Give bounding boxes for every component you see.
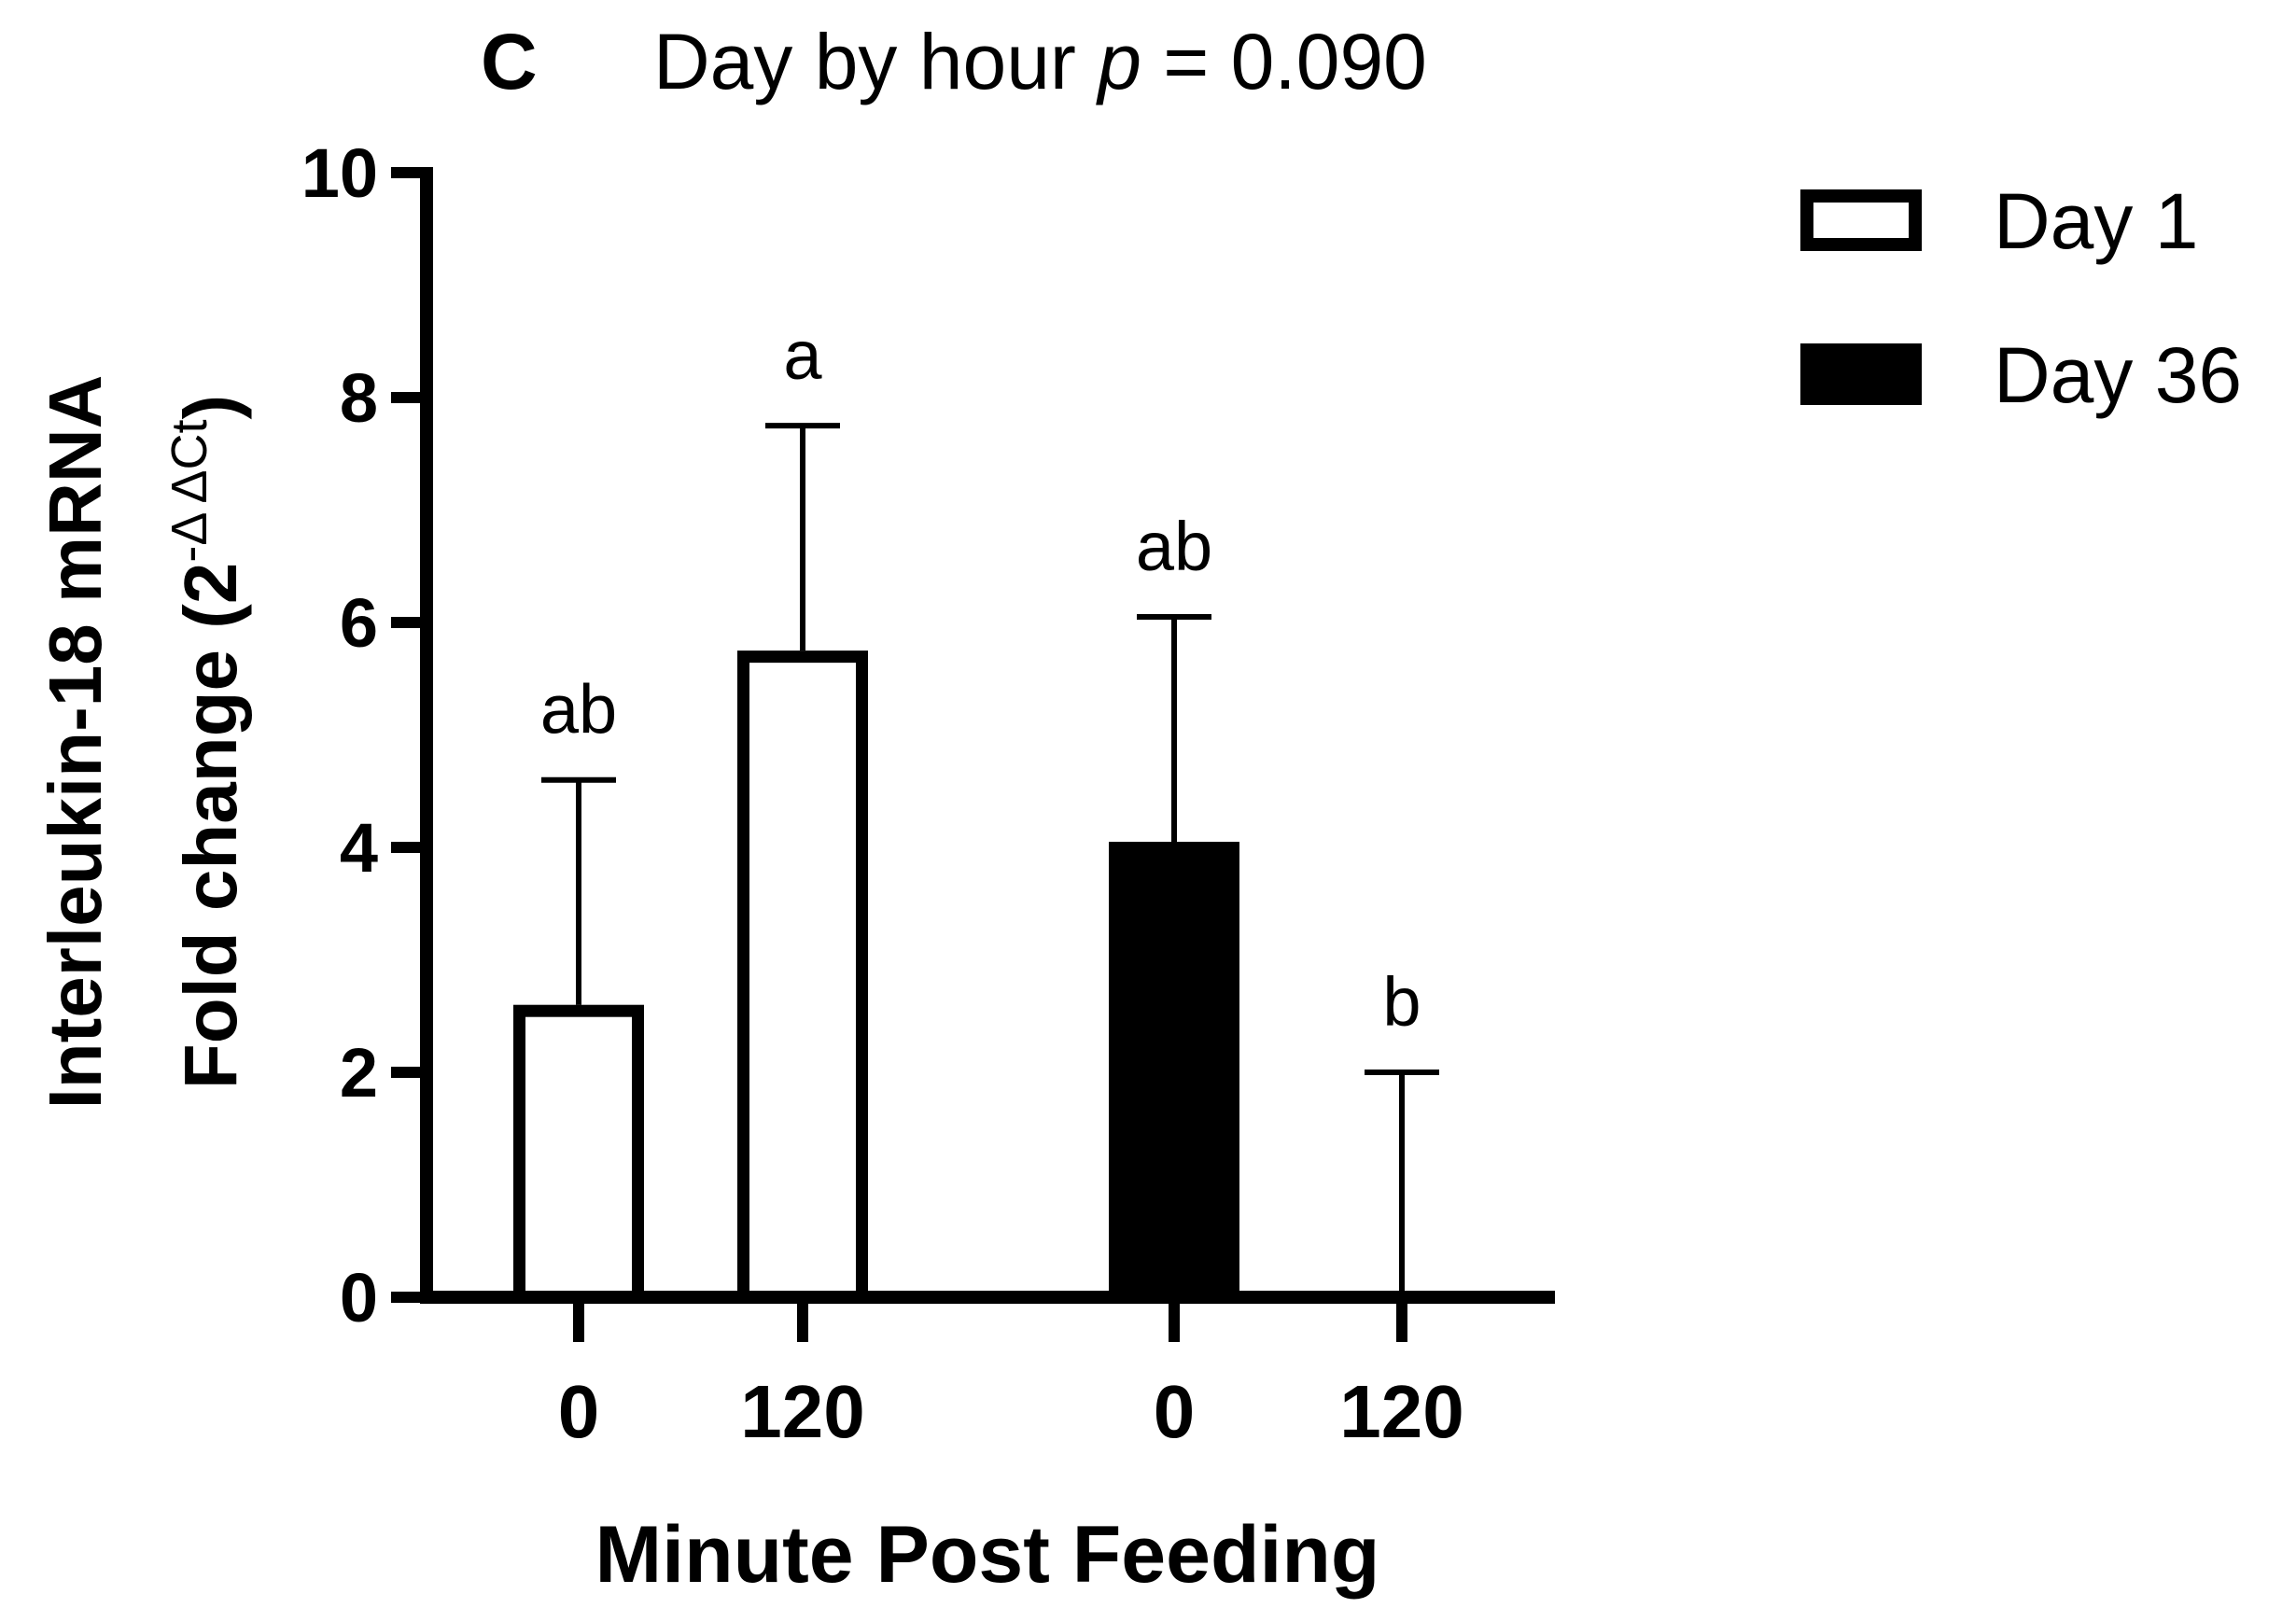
bar bbox=[1109, 841, 1239, 1304]
title-p: p bbox=[1095, 18, 1141, 105]
ylabel-close-paren: ) bbox=[169, 395, 252, 420]
x-tick-label: 120 bbox=[1339, 1370, 1463, 1453]
legend-swatch bbox=[1800, 189, 1922, 251]
significance-letter: a bbox=[783, 316, 822, 394]
x-axis-label: Minute Post Feeding bbox=[595, 1510, 1380, 1600]
y-axis-label-line1: Interleukin-18 mRNA bbox=[34, 375, 117, 1110]
title-prefix: Day by hour bbox=[653, 18, 1098, 105]
legend: Day 1 Day 36 bbox=[1800, 177, 2242, 419]
title-suffix: = 0.090 bbox=[1141, 18, 1427, 105]
legend-label: Day 36 bbox=[1994, 331, 2242, 419]
bar bbox=[737, 650, 868, 1304]
legend-swatch bbox=[1800, 343, 1922, 405]
y-axis-label-line2: Fold change (2-Δ ΔCt) bbox=[161, 395, 252, 1089]
chart-title: Day by hour p = 0.090 bbox=[653, 18, 1427, 105]
significance-letter: ab bbox=[1136, 508, 1212, 585]
legend-label: Day 1 bbox=[1994, 177, 2198, 265]
ylabel-main: Fold change (2 bbox=[169, 563, 252, 1090]
y-tick-label: 8 bbox=[340, 359, 378, 437]
y-tick-label: 2 bbox=[340, 1034, 378, 1112]
y-tick-label: 0 bbox=[340, 1259, 378, 1336]
plot-area: ab a ab b 0 2 4 6 8 10 0 120 0 120 bbox=[301, 134, 1555, 1453]
x-tick-label: 120 bbox=[740, 1370, 864, 1453]
y-tick-label: 4 bbox=[340, 809, 378, 887]
significance-letter: ab bbox=[540, 671, 617, 748]
significance-letter: b bbox=[1382, 963, 1421, 1041]
y-tick-label: 10 bbox=[301, 134, 378, 212]
x-tick-label: 0 bbox=[1154, 1370, 1196, 1453]
bar bbox=[513, 1004, 644, 1304]
x-tick-label: 0 bbox=[558, 1370, 600, 1453]
ylabel-superscript: -Δ ΔCt bbox=[161, 419, 217, 562]
panel-letter: C bbox=[481, 18, 538, 105]
y-tick-label: 6 bbox=[340, 584, 378, 662]
